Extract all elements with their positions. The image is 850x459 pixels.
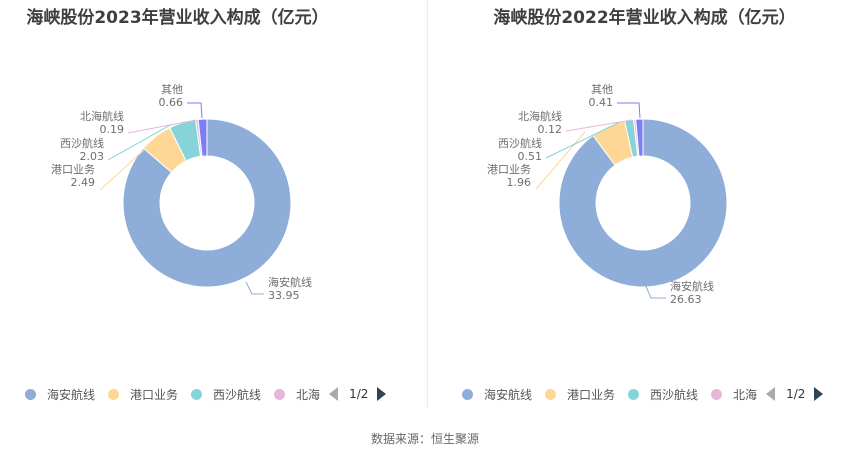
panel-divider [427, 0, 428, 408]
slice-label-name: 海安航线 [268, 275, 312, 289]
slice-4[interactable] [635, 118, 644, 157]
legend-item-xisha[interactable]: 西沙航线 [191, 386, 261, 403]
chart-panel-2022: 海峡股份2022年营业收入构成（亿元） 海安航线 26.63 港口业务 1.96 西沙航… [425, 0, 850, 410]
legend-dot-icon [191, 388, 203, 400]
legend-dot-icon [25, 388, 36, 400]
slice-4[interactable] [197, 118, 208, 157]
legend-label: 港口业务 [130, 387, 179, 402]
slice-label-value: 2.49 [71, 176, 96, 189]
legend-item-haian[interactable]: 海安航线 [462, 386, 532, 403]
slice-label-value: 33.95 [268, 289, 300, 302]
leader-line [245, 281, 264, 295]
chart-title: 海峡股份2023年营业收入构成（亿元） [26, 8, 329, 28]
legend-item-haian[interactable]: 海安航线 [25, 386, 95, 403]
slice-label-name: 港口业务 [51, 163, 95, 176]
legend: 海安航线 港口业务 西沙航线 北海 1/2 [462, 384, 824, 404]
legend-dot-icon [274, 388, 286, 400]
legend-item-xisha[interactable]: 西沙航线 [628, 386, 698, 403]
legend-pager: 1/2 [766, 387, 824, 401]
legend-dot-icon [108, 388, 120, 400]
chart-panel-2023: 海峡股份2023年营业收入构成（亿元） 海安航线 33.95 港口业务 2.49 西沙航… [0, 0, 425, 410]
slice-label-name: 其他 [161, 83, 183, 96]
slice-label-value: 0.41 [589, 96, 614, 109]
leader-line [187, 102, 203, 119]
page-indicator: 1/2 [786, 387, 806, 401]
legend-label: 海安航线 [47, 387, 96, 402]
slice-label-name: 北海航线 [80, 109, 124, 123]
slice-label-value: 0.12 [538, 123, 563, 136]
legend-dot-icon [545, 388, 557, 400]
prev-page-icon[interactable] [329, 387, 339, 401]
legend-label: 海安航线 [484, 387, 533, 402]
leader-line [545, 121, 621, 159]
slice-label-value: 0.51 [518, 150, 543, 163]
legend-item-port[interactable]: 港口业务 [545, 386, 615, 403]
legend-pager: 1/2 [329, 387, 387, 401]
legend-dot-icon [462, 388, 473, 400]
next-page-icon[interactable] [377, 387, 387, 401]
leader-line [644, 283, 666, 299]
slice-label-value: 26.63 [670, 293, 702, 306]
next-page-icon[interactable] [814, 387, 824, 401]
legend: 海安航线 港口业务 西沙航线 北海 1/2 [25, 384, 387, 404]
chart-title: 海峡股份2022年营业收入构成（亿元） [493, 8, 796, 28]
slice-label-value: 1.96 [507, 176, 532, 189]
leader-line [107, 123, 173, 161]
slice-label-name: 海安航线 [670, 279, 714, 293]
legend-label: 北海 [733, 387, 758, 402]
slice-label-name: 港口业务 [487, 163, 531, 176]
legend-item-port[interactable]: 港口业务 [108, 386, 178, 403]
slice-label-name: 其他 [591, 83, 613, 96]
data-source: 数据来源：恒生聚源 [370, 432, 479, 446]
slice-0[interactable] [122, 118, 292, 288]
legend-item-beihai[interactable]: 北海 [711, 386, 757, 403]
slice-label-name: 西沙航线 [60, 136, 104, 150]
slice-0[interactable] [558, 118, 728, 288]
legend-label: 西沙航线 [650, 387, 699, 402]
slice-label-name: 北海航线 [518, 109, 562, 123]
slice-label-value: 2.03 [80, 150, 105, 163]
legend-label: 港口业务 [567, 387, 616, 402]
page-indicator: 1/2 [349, 387, 369, 401]
prev-page-icon[interactable] [766, 387, 776, 401]
legend-label: 北海 [296, 387, 321, 402]
slice-label-value: 0.66 [159, 96, 184, 109]
legend-dot-icon [628, 388, 640, 400]
leader-line [617, 102, 641, 119]
leader-line [565, 119, 633, 132]
slice-label-name: 西沙航线 [498, 136, 542, 150]
leader-line [127, 119, 197, 134]
leader-line [535, 131, 586, 190]
legend-item-beihai[interactable]: 北海 [274, 386, 320, 403]
leader-line [99, 139, 156, 191]
legend-dot-icon [711, 388, 723, 400]
slice-label-value: 0.19 [100, 123, 125, 136]
legend-label: 西沙航线 [213, 387, 262, 402]
